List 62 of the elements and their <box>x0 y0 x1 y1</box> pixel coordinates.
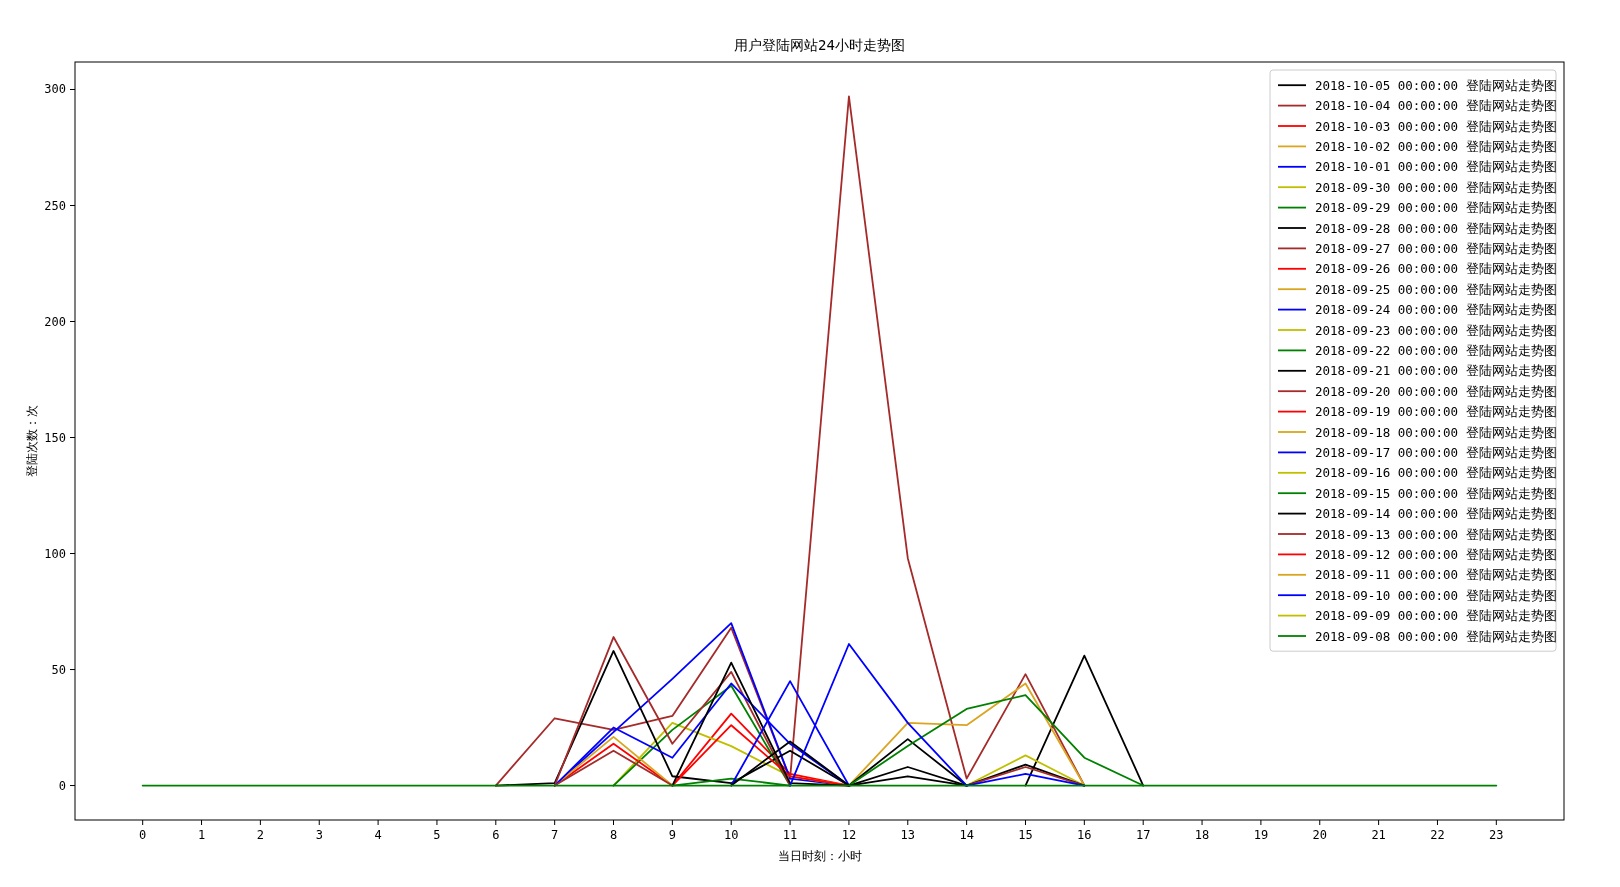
y-tick-label: 50 <box>51 662 66 677</box>
x-tick-label: 19 <box>1253 828 1269 842</box>
legend-label: 2018-10-01 00:00:00 登陆网站走势图 <box>1315 159 1557 175</box>
legend-label: 2018-09-26 00:00:00 登陆网站走势图 <box>1315 261 1557 277</box>
x-tick-label: 8 <box>609 828 618 842</box>
legend-label: 2018-09-23 00:00:00 登陆网站走势图 <box>1315 322 1557 338</box>
x-tick-label: 10 <box>723 828 739 842</box>
x-tick-label: 17 <box>1135 828 1151 842</box>
legend-label: 2018-09-18 00:00:00 登陆网站走势图 <box>1315 424 1557 440</box>
legend-label: 2018-09-28 00:00:00 登陆网站走势图 <box>1315 220 1557 236</box>
x-tick-label: 6 <box>492 828 500 842</box>
x-tick-label: 18 <box>1194 828 1210 842</box>
legend-label: 2018-10-03 00:00:00 登陆网站走势图 <box>1315 118 1557 134</box>
x-tick-label: 1 <box>197 828 206 842</box>
y-axis-title: 登陆次数：次 <box>25 405 39 477</box>
legend-label: 2018-09-16 00:00:00 登陆网站走势图 <box>1315 465 1557 481</box>
x-tick-label: 12 <box>841 828 857 842</box>
legend-label: 2018-09-20 00:00:00 登陆网站走势图 <box>1315 383 1557 399</box>
legend-label: 2018-09-22 00:00:00 登陆网站走势图 <box>1315 342 1557 358</box>
x-tick-label: 22 <box>1430 828 1445 842</box>
x-tick-label: 4 <box>374 828 382 842</box>
x-tick-label: 3 <box>315 828 323 842</box>
y-tick-label: 0 <box>58 778 66 793</box>
x-tick-label: 14 <box>959 828 974 842</box>
legend-label: 2018-10-04 00:00:00 登陆网站走势图 <box>1315 98 1557 114</box>
legend-label: 2018-09-29 00:00:00 登陆网站走势图 <box>1315 200 1557 216</box>
legend-label: 2018-09-11 00:00:00 登陆网站走势图 <box>1315 567 1557 583</box>
legend-label: 2018-10-02 00:00:00 登陆网站走势图 <box>1315 138 1557 154</box>
legend-label: 2018-09-30 00:00:00 登陆网站走势图 <box>1315 179 1557 195</box>
y-tick-label: 300 <box>44 82 66 97</box>
x-tick-label: 11 <box>782 828 798 842</box>
legend-label: 2018-09-27 00:00:00 登陆网站走势图 <box>1315 240 1557 256</box>
legend-label: 2018-09-12 00:00:00 登陆网站走势图 <box>1315 546 1557 562</box>
legend-label: 2018-09-17 00:00:00 登陆网站走势图 <box>1315 444 1557 460</box>
x-tick-label: 2 <box>256 828 265 842</box>
legend-label: 2018-10-05 00:00:00 登陆网站走势图 <box>1315 77 1557 93</box>
y-tick-label: 250 <box>44 198 66 213</box>
legend-label: 2018-09-15 00:00:00 登陆网站走势图 <box>1315 485 1557 501</box>
x-tick-label: 0 <box>139 828 147 842</box>
legend-label: 2018-09-08 00:00:00 登陆网站走势图 <box>1315 628 1557 644</box>
legend-label: 2018-09-09 00:00:00 登陆网站走势图 <box>1315 608 1557 624</box>
x-tick-label: 21 <box>1371 828 1386 842</box>
x-tick-label: 9 <box>668 828 676 842</box>
y-tick-label: 100 <box>44 546 66 561</box>
y-tick-label: 200 <box>44 314 66 329</box>
x-tick-label: 20 <box>1312 828 1327 842</box>
legend-label: 2018-09-21 00:00:00 登陆网站走势图 <box>1315 363 1557 379</box>
x-tick-label: 13 <box>900 828 916 842</box>
chart-title: 用户登陆网站24小时走势图 <box>734 37 905 53</box>
legend-label: 2018-09-13 00:00:00 登陆网站走势图 <box>1315 526 1557 542</box>
legend-label: 2018-09-14 00:00:00 登陆网站走势图 <box>1315 506 1557 522</box>
legend-label: 2018-09-24 00:00:00 登陆网站走势图 <box>1315 302 1557 318</box>
y-tick-label: 150 <box>44 430 66 445</box>
legend-label: 2018-09-19 00:00:00 登陆网站走势图 <box>1315 404 1557 420</box>
x-tick-label: 5 <box>433 828 441 842</box>
legend-label: 2018-09-25 00:00:00 登陆网站走势图 <box>1315 281 1557 297</box>
x-tick-label: 16 <box>1077 828 1092 842</box>
x-tick-label: 15 <box>1018 828 1033 842</box>
x-tick-label: 23 <box>1489 828 1504 842</box>
x-axis-title: 当日时刻：小时 <box>777 849 862 863</box>
x-tick-label: 7 <box>551 828 559 842</box>
legend-label: 2018-09-10 00:00:00 登陆网站走势图 <box>1315 587 1557 603</box>
